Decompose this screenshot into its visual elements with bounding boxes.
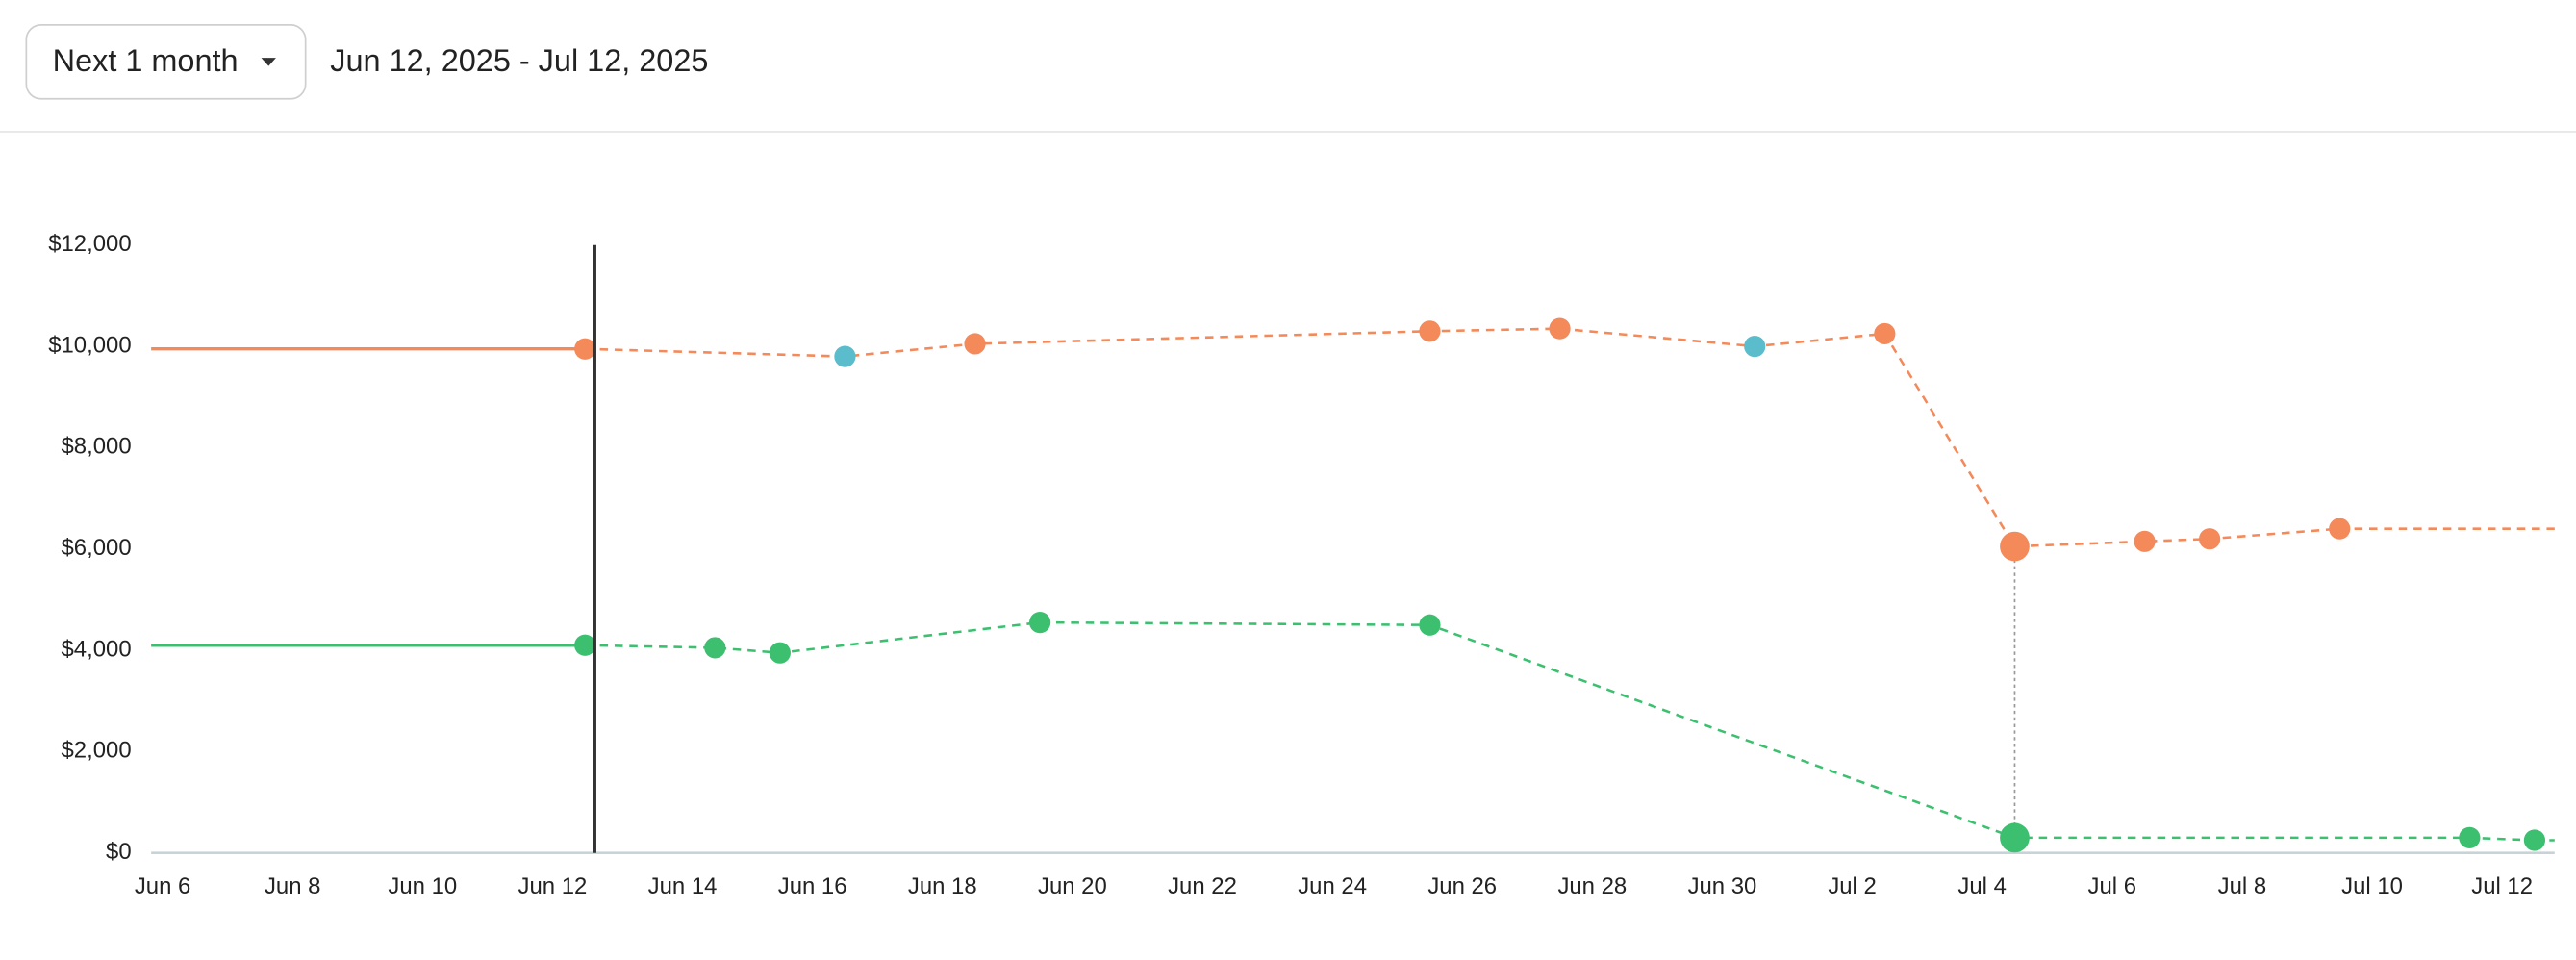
range-dropdown[interactable]: Next 1 month xyxy=(25,24,307,100)
data-point xyxy=(704,637,726,659)
data-point xyxy=(2199,528,2221,550)
projection-line xyxy=(585,620,2535,842)
dropdown-label[interactable]: Next 1 month xyxy=(53,43,239,78)
x-tick-label: Jun 22 xyxy=(1168,873,1237,899)
x-tick-label: Jun 24 xyxy=(1298,873,1367,899)
date-range: Jun 12, 2025 - Jul 12, 2025 xyxy=(330,43,708,78)
dropdown-caret[interactable] xyxy=(261,58,276,66)
chart: $0 $2,000 $4,000 $6,000 $8,000 $10,000 $12,000… xyxy=(48,231,2555,899)
dropdown-box[interactable] xyxy=(25,24,307,100)
data-point xyxy=(1874,322,1896,345)
data-point xyxy=(834,345,856,367)
y-tick-label: $2,000 xyxy=(62,738,132,764)
x-tick-label: Jul 6 xyxy=(2088,873,2137,899)
data-point xyxy=(2000,531,2030,562)
data-point xyxy=(2523,829,2546,851)
data-point xyxy=(769,642,791,664)
y-tick-label: $4,000 xyxy=(62,636,132,662)
x-tick-label: Jun 26 xyxy=(1427,873,1497,899)
x-tick-label: Jun 28 xyxy=(1557,873,1627,899)
y-tick-label: $6,000 xyxy=(62,535,132,561)
data-point xyxy=(2134,530,2156,552)
x-tick-label: Jun 14 xyxy=(648,873,718,899)
x-tick-label: Jun 30 xyxy=(1688,873,1757,899)
x-tick-label: Jul 8 xyxy=(2218,873,2267,899)
y-tick-label: $8,000 xyxy=(62,434,132,460)
data-point xyxy=(1419,614,1441,636)
data-point xyxy=(574,634,596,656)
x-tick-label: Jul 10 xyxy=(2341,873,2403,899)
data-point xyxy=(1419,320,1441,342)
x-tick-label: Jun 18 xyxy=(908,873,977,899)
x-tick-label: Jun 6 xyxy=(135,873,190,899)
data-point xyxy=(1029,611,1051,634)
data-point xyxy=(1744,335,1766,358)
data-point xyxy=(1549,317,1571,340)
x-tick-label: Jun 16 xyxy=(778,873,847,899)
x-tick-label: Jun 8 xyxy=(265,873,320,899)
y-tick-label: $12,000 xyxy=(48,231,131,257)
x-tick-label: Jun 12 xyxy=(518,873,588,899)
x-tick-label: Jun 10 xyxy=(388,873,457,899)
x-tick-label: Jul 4 xyxy=(1957,873,2007,899)
data-point xyxy=(2459,826,2481,848)
data-point xyxy=(574,338,596,360)
data-point xyxy=(2329,518,2351,540)
data-point xyxy=(964,333,986,355)
x-tick-label: Jul 2 xyxy=(1828,873,1877,899)
y-tick-label: $10,000 xyxy=(48,332,131,358)
x-tick-label: Jul 12 xyxy=(2471,873,2533,899)
data-point xyxy=(2000,822,2030,853)
y-tick-label: $0 xyxy=(106,839,132,865)
x-tick-label: Jun 20 xyxy=(1038,873,1107,899)
